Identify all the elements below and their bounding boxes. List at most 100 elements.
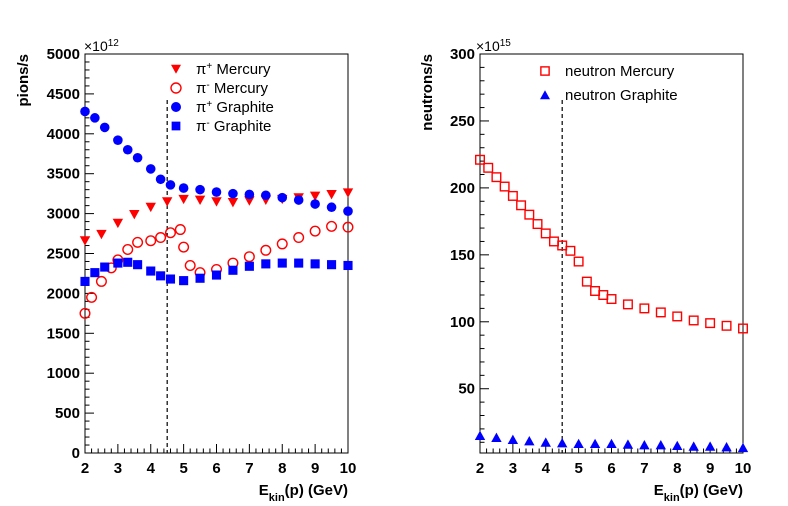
x-tick-label: 10	[735, 460, 752, 477]
data-point	[294, 258, 304, 268]
data-point	[507, 434, 519, 445]
x-tick-label: 2	[476, 460, 484, 477]
data-point	[581, 276, 592, 287]
data-point	[122, 244, 134, 256]
x-tick-label: 8	[278, 460, 286, 477]
legend-label: π- Graphite	[196, 118, 271, 136]
data-point	[655, 440, 667, 450]
data-point	[342, 188, 354, 198]
data-point	[96, 229, 107, 240]
x-tick-label: 3	[509, 460, 517, 477]
y-tick-label: 1500	[47, 325, 80, 342]
data-point	[243, 251, 255, 263]
data-point	[342, 221, 354, 233]
data-point	[672, 311, 683, 322]
data-point	[113, 258, 123, 268]
data-point	[556, 438, 568, 448]
y-tick-label: 2500	[47, 246, 80, 263]
series-1	[475, 154, 748, 334]
x-tick-label: 5	[179, 460, 187, 477]
data-point	[95, 275, 107, 287]
y-tick-label: 0	[72, 445, 80, 462]
y-tick-label: 4500	[47, 86, 80, 103]
data-point	[228, 265, 238, 275]
data-point	[639, 303, 650, 314]
data-point	[145, 164, 156, 174]
data-point	[326, 190, 337, 200]
x-tick-label: 7	[245, 460, 253, 477]
data-point	[145, 235, 157, 247]
y-multiplier-label: ×1015	[476, 38, 511, 55]
data-point	[244, 189, 255, 200]
data-point	[606, 294, 617, 305]
data-point	[293, 232, 305, 244]
data-point	[90, 113, 100, 123]
y-tick-label: 50	[458, 381, 475, 398]
data-point	[737, 442, 749, 453]
data-point	[277, 258, 287, 268]
data-point	[155, 174, 166, 185]
data-point	[483, 162, 494, 173]
data-point	[639, 440, 650, 450]
data-point	[688, 315, 699, 326]
data-point	[704, 441, 716, 451]
x-tick-label: 9	[311, 460, 319, 477]
data-point	[161, 197, 173, 207]
data-point	[326, 202, 337, 213]
data-point	[721, 320, 732, 331]
x-tick-label: 4	[147, 460, 156, 477]
y-tick-label: 500	[55, 405, 80, 422]
legend-marker	[540, 66, 550, 76]
data-point	[524, 209, 535, 220]
series-3	[80, 106, 353, 217]
legend-marker	[171, 102, 181, 112]
x-axis-title: Ekin(p) (GeV)	[259, 482, 348, 504]
data-point	[164, 227, 176, 239]
legend-label: π+ Graphite	[196, 99, 274, 117]
data-point	[178, 194, 189, 205]
data-point	[132, 236, 144, 248]
data-point	[227, 198, 239, 208]
data-point	[655, 307, 666, 318]
series-2	[474, 430, 749, 453]
data-point	[622, 299, 633, 310]
chart-panel-1: 2 3 4 5 6 7 8 9 10 0 500 1000 1500 2000 2500 3000 3500 40…	[15, 38, 356, 505]
data-point	[261, 259, 271, 269]
x-tick-label: 2	[81, 460, 89, 477]
y-tick-label: 4000	[47, 126, 80, 143]
data-point	[738, 323, 748, 334]
data-point	[721, 442, 732, 452]
data-point	[540, 437, 551, 447]
series-2	[79, 220, 354, 319]
series-4	[80, 257, 353, 286]
legend-label: π- Mercury	[196, 80, 269, 98]
data-point	[129, 209, 140, 220]
data-point	[524, 436, 535, 446]
data-point	[244, 196, 255, 206]
data-point	[293, 195, 304, 205]
x-tick-label: 7	[640, 460, 648, 477]
data-point	[145, 202, 156, 213]
data-point	[343, 260, 353, 271]
data-point	[491, 172, 502, 183]
data-point	[100, 262, 110, 272]
data-point	[532, 219, 543, 230]
data-point	[606, 438, 617, 449]
data-point	[90, 268, 100, 278]
data-point	[146, 266, 156, 276]
legend-marker	[540, 90, 550, 100]
data-point	[194, 195, 206, 205]
data-point	[540, 228, 551, 239]
data-point	[211, 270, 222, 280]
data-point	[195, 184, 205, 195]
data-point	[174, 224, 186, 236]
data-point	[516, 200, 527, 211]
series-1	[79, 188, 354, 246]
data-point	[179, 276, 189, 286]
y-tick-label: 2000	[47, 285, 80, 302]
legend-label: neutron Graphite	[565, 87, 678, 104]
data-point	[491, 432, 502, 443]
legend-marker	[171, 64, 181, 74]
y-tick-label: 1000	[47, 365, 80, 382]
